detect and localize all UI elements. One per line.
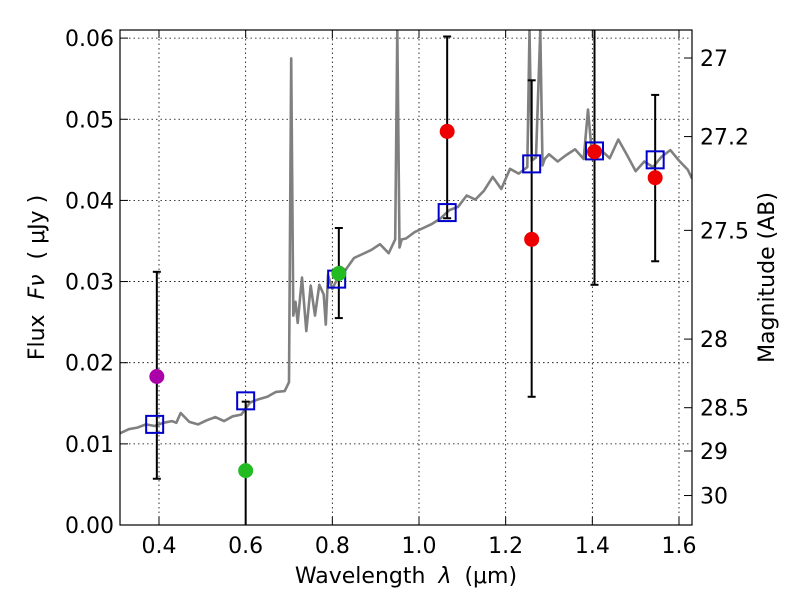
- x-tick-label: 1.2: [488, 534, 523, 559]
- x-axis-symbol: λ: [437, 564, 451, 589]
- x-axis-title: Wavelength λ (μm): [295, 564, 517, 589]
- y-axis-unit: ( μJy ): [25, 195, 50, 260]
- observed-point: [331, 265, 347, 281]
- model-photometry-box: [522, 154, 542, 174]
- observed-point: [439, 123, 455, 139]
- x-tick-label: 1.6: [662, 534, 697, 559]
- y-axis-title: Flux Fν ( μJy ): [25, 195, 50, 360]
- plot-frame: [119, 29, 693, 526]
- x-axis-label: Wavelength: [295, 564, 426, 589]
- observed-point: [238, 463, 254, 479]
- model-photometry-box: [645, 150, 665, 170]
- y-tick-label: 0.03: [65, 271, 114, 296]
- y-tick-label: 0.05: [65, 108, 114, 133]
- y-tick-label: 0.02: [65, 352, 114, 377]
- right-tick-label: 28: [700, 328, 728, 353]
- observed-point: [647, 170, 663, 186]
- x-tick-label: 0.8: [315, 534, 350, 559]
- y-axis-ticks: 0.00 0.01 0.02 0.03 0.04 0.05 0.06: [65, 27, 128, 539]
- y-tick-label: 0.06: [65, 27, 114, 52]
- x-axis-ticks: 0.4 0.6 0.8 1.0 1.2 1.4 1.6: [142, 30, 697, 559]
- x-tick-label: 0.6: [228, 534, 263, 559]
- observed-points: [149, 123, 663, 479]
- model-photometry-box: [145, 414, 165, 434]
- x-tick-label: 1.4: [575, 534, 610, 559]
- model-spectrum: [120, 30, 692, 435]
- right-tick-label: 28.5: [700, 397, 749, 422]
- observed-point: [524, 231, 540, 247]
- error-bars: [152, 30, 660, 525]
- y-tick-label: 0.00: [65, 514, 114, 539]
- grid: [120, 30, 692, 526]
- right-tick-label: 27.2: [700, 126, 749, 151]
- model-photometry-box: [585, 141, 604, 161]
- x-tick-label: 1.0: [402, 534, 437, 559]
- right-tick-label: 30: [700, 485, 728, 510]
- right-tick-label: 27: [700, 47, 728, 72]
- right-axis-ticks: 27 27.2 27.5 28 28.5 29 30: [684, 47, 749, 510]
- right-axis-title: Magnitude (AB): [755, 192, 780, 363]
- x-axis-unit: (μm): [464, 564, 517, 589]
- observed-point: [587, 144, 602, 160]
- x-tick-label: 0.4: [142, 534, 177, 559]
- y-axis-label: Flux: [25, 314, 50, 360]
- right-tick-label: 27.5: [700, 219, 749, 244]
- model-photometry-box: [236, 391, 256, 411]
- model-photometry-box: [437, 203, 457, 223]
- y-tick-label: 0.01: [65, 433, 114, 458]
- y-axis-symbol: Fν: [25, 274, 50, 299]
- model-photometry-boxes: [145, 141, 665, 434]
- observed-point: [149, 369, 165, 384]
- model-spectrum-line: [120, 30, 692, 435]
- y-tick-label: 0.04: [65, 189, 114, 214]
- right-tick-label: 29: [700, 440, 728, 465]
